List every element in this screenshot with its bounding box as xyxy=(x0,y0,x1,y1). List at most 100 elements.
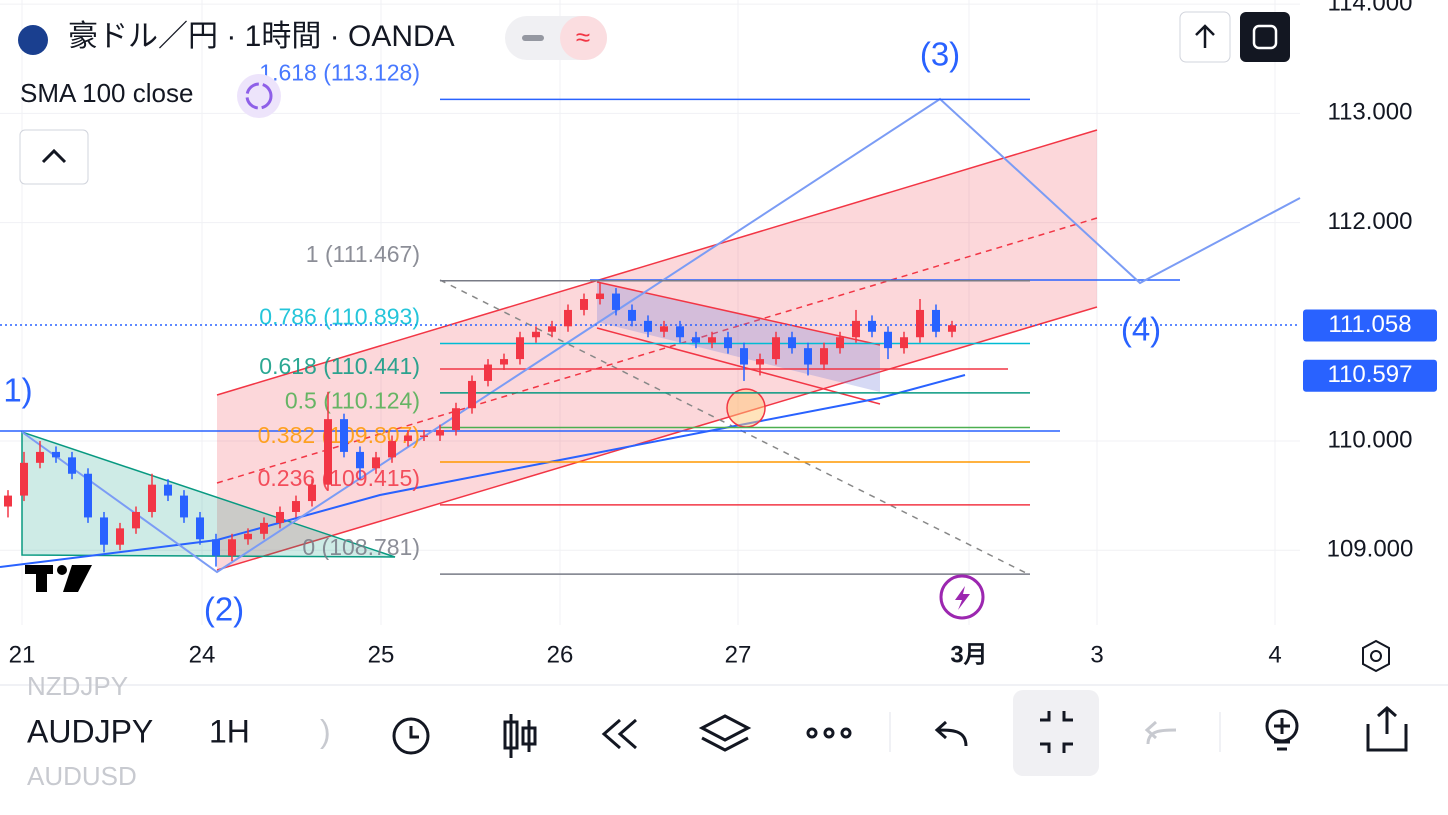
wave-label: (3) xyxy=(920,36,960,73)
chevron xyxy=(41,148,67,164)
interval-next[interactable]: ) xyxy=(320,713,331,749)
candle-body xyxy=(36,451,44,463)
channel-top xyxy=(216,129,1098,396)
candles-icon[interactable] xyxy=(503,714,537,758)
loading-icon xyxy=(237,74,281,118)
time-label: 3 xyxy=(1090,641,1103,668)
candle-body xyxy=(692,337,700,343)
candle-body xyxy=(660,326,668,332)
candle-body xyxy=(196,517,204,540)
candle-body xyxy=(356,451,364,469)
toolbar-icons xyxy=(392,714,968,758)
share-icon[interactable] xyxy=(1366,705,1408,752)
interval[interactable]: 1H xyxy=(209,713,250,749)
fullscreen-button[interactable] xyxy=(1240,12,1290,62)
layers-icon[interactable] xyxy=(698,714,752,752)
marker-circle xyxy=(726,388,766,428)
candle-body xyxy=(612,293,620,310)
time-axis: 21 24 25 26 27 3月 3 4 xyxy=(9,641,1282,668)
status-icon: ≈ xyxy=(576,22,590,52)
fib-label: 0.236 (109.415) xyxy=(258,465,420,491)
time-label: 27 xyxy=(725,641,752,668)
alarm-icon[interactable] xyxy=(392,717,430,755)
price-tick-label: 113.000 xyxy=(1328,99,1413,126)
candle-body xyxy=(404,435,412,441)
next-symbol[interactable]: AUDUSD xyxy=(27,761,137,791)
candle-body xyxy=(868,320,876,332)
candle-body xyxy=(308,484,316,502)
candle-body xyxy=(116,528,124,545)
status-icon xyxy=(560,16,607,60)
candle-body xyxy=(564,309,572,327)
candle-body xyxy=(916,309,924,338)
time-label: 21 xyxy=(9,641,36,668)
candle-body xyxy=(84,473,92,518)
candle-body xyxy=(932,309,940,332)
time-label: 26 xyxy=(547,641,574,668)
time-label: 3月 xyxy=(950,641,987,668)
price-tag xyxy=(1303,359,1437,392)
toolbar-icons-right xyxy=(1265,705,1408,752)
time-label: 4 xyxy=(1268,641,1281,668)
candle-body xyxy=(4,495,12,507)
arrow-up xyxy=(1195,24,1215,48)
candle-body xyxy=(68,457,76,474)
collapse-button[interactable] xyxy=(19,129,89,185)
replay-icon[interactable] xyxy=(601,718,637,750)
wave-label: 1) xyxy=(3,372,32,409)
fib-label: 0.5 (110.124) xyxy=(285,388,420,414)
candle-body xyxy=(532,331,540,338)
price-tick-label: 109.000 xyxy=(1327,536,1414,563)
candle-body xyxy=(292,501,300,512)
symbol[interactable]: AUDJPY xyxy=(27,713,153,749)
candles xyxy=(4,282,956,567)
redo-icon[interactable] xyxy=(1144,720,1177,745)
candle-body xyxy=(724,337,732,349)
candle-body xyxy=(212,539,220,556)
candle-body xyxy=(516,337,524,360)
candle-body xyxy=(596,293,604,300)
settings-icon xyxy=(1370,650,1382,662)
price-axis: 114.000 113.000 112.000 110.000 109.000 111.0… xyxy=(1303,0,1437,563)
indicator-label: SMA 100 close xyxy=(20,78,193,108)
fib-levels: 1.618 (113.128) 1 (111.467) 0.786 (110.893… xyxy=(258,59,1030,575)
candle-body xyxy=(884,331,892,349)
falling-bottom xyxy=(596,327,881,405)
undo-icon[interactable] xyxy=(934,720,968,747)
prev-symbol[interactable]: NZDJPY xyxy=(27,671,128,701)
settings-icon[interactable] xyxy=(1362,639,1390,673)
candle-body xyxy=(180,495,188,518)
candle-body xyxy=(244,533,252,540)
candle-body xyxy=(708,337,716,343)
candle-body xyxy=(820,348,828,365)
candle-body xyxy=(772,337,780,360)
candle-body xyxy=(388,440,396,458)
fib-label: 1 (111.467) xyxy=(306,241,420,267)
price-tick-label: 112.000 xyxy=(1328,208,1413,235)
price-tick-label: 114.000 xyxy=(1328,0,1413,16)
collapse-toolbar-button[interactable] xyxy=(1013,690,1099,776)
candle-body xyxy=(372,457,380,469)
time-label: 25 xyxy=(368,641,395,668)
candle-body xyxy=(852,320,860,338)
candle-body xyxy=(276,511,284,523)
candle-body xyxy=(324,419,332,485)
fullscreen-icon xyxy=(1252,24,1278,50)
price-tag-label: 110.597 xyxy=(1328,361,1413,388)
candle-body xyxy=(836,337,844,349)
candle-body xyxy=(676,326,684,338)
status-icon xyxy=(522,35,544,41)
alert-bolt xyxy=(955,586,970,610)
grid xyxy=(0,0,1300,625)
candle-body xyxy=(500,359,508,365)
logo xyxy=(25,565,92,592)
candle-body xyxy=(452,408,460,431)
fib-label: 0 (108.781) xyxy=(302,534,420,560)
candle-body xyxy=(148,484,156,512)
candle-body xyxy=(132,511,140,529)
time-label: 24 xyxy=(189,641,216,668)
candle-body xyxy=(788,337,796,349)
alarm-hands xyxy=(409,726,419,739)
